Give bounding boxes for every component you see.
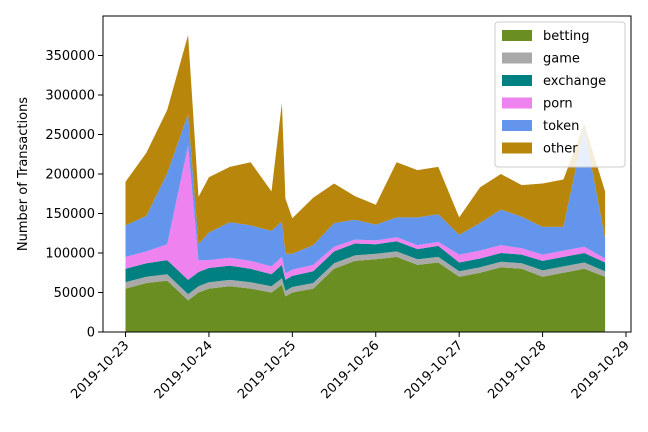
legend-label-game: game	[543, 52, 580, 67]
y-tick-label: 300000	[45, 89, 95, 104]
legend-label-other: other	[543, 142, 578, 157]
x-tick-label: 2019-10-26	[319, 338, 383, 402]
legend-swatch-other	[502, 142, 532, 154]
y-tick-label: 350000	[45, 49, 95, 64]
area-token	[125, 114, 606, 274]
x-tick-label: 2019-10-29	[569, 338, 633, 402]
y-tick-label: 0	[87, 326, 95, 341]
area-exchange	[125, 241, 606, 295]
y-axis: 0 50000 100000 150000 200000 250000 300000 3500…	[45, 49, 103, 341]
area-betting	[125, 256, 606, 332]
legend-swatch-porn	[502, 97, 532, 109]
legend-label-exchange: exchange	[543, 74, 606, 89]
x-axis: 2019-10-23 2019-10-24 2019-10-25 2019-10-26…	[68, 332, 633, 402]
y-axis-label: Number of Transactions	[16, 97, 31, 251]
x-tick-label: 2019-10-28	[485, 338, 549, 402]
x-tick-label: 2019-10-24	[152, 338, 216, 402]
y-tick-label: 200000	[45, 168, 95, 183]
y-tick-label: 150000	[45, 207, 95, 222]
legend-swatch-exchange	[502, 75, 532, 86]
area-other	[125, 35, 606, 254]
legend-swatch-betting	[502, 30, 532, 41]
legend-label-token: token	[543, 119, 579, 134]
x-tick-label: 2019-10-23	[68, 338, 132, 402]
y-tick-label: 100000	[45, 247, 95, 262]
y-tick-label: 50000	[54, 286, 95, 301]
series-areas	[125, 35, 606, 332]
legend-swatch-game	[502, 52, 532, 64]
y-tick-label: 250000	[45, 128, 95, 143]
legend-swatch-token	[502, 120, 532, 131]
legend: betting game exchange porn token other	[494, 21, 626, 168]
x-tick-label: 2019-10-27	[402, 338, 466, 402]
x-tick-label: 2019-10-25	[235, 338, 299, 402]
legend-label-porn: porn	[543, 97, 573, 112]
legend-label-betting: betting	[543, 29, 590, 44]
